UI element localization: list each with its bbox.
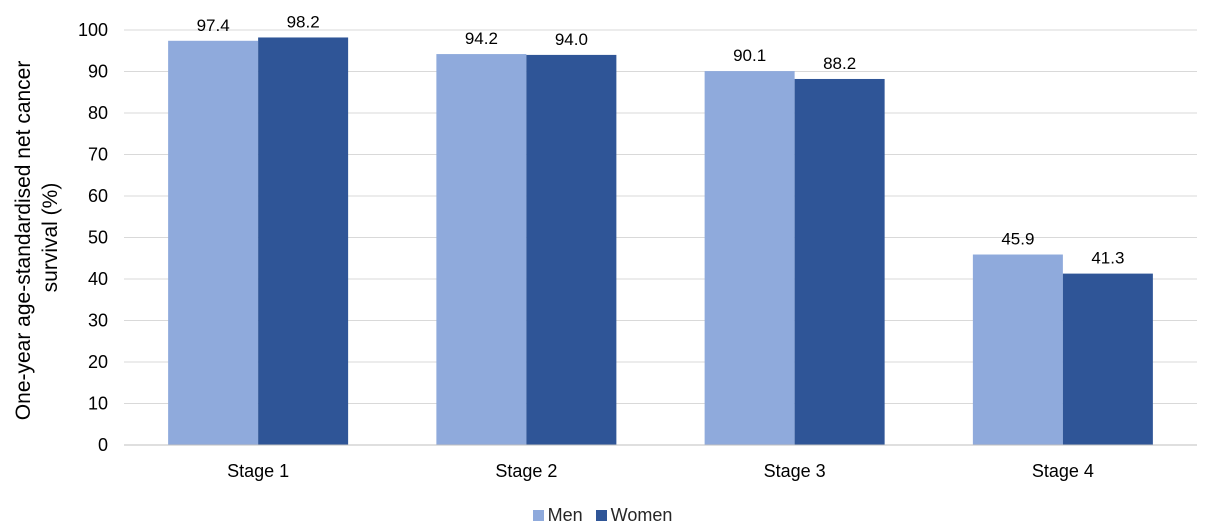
bar-men-2 [436, 54, 527, 445]
bar-women-3 [794, 78, 885, 445]
legend-label-women: Women [610, 505, 673, 525]
data-label: 97.4 [197, 16, 230, 35]
y-axis-ticks: 0 10 20 30 40 50 60 70 80 90 100 [78, 20, 108, 455]
data-label: 90.1 [733, 46, 766, 65]
y-axis-title-line-2: survival (%) [39, 183, 62, 293]
y-tick-label: 90 [88, 62, 108, 82]
x-tick-label: Stage 3 [764, 461, 826, 481]
bar-men-3 [704, 71, 795, 446]
legend-label-men: Men [547, 505, 583, 525]
data-label: 45.9 [1001, 230, 1034, 249]
data-label: 94.0 [555, 30, 588, 49]
bar-men-1 [168, 40, 259, 445]
y-tick-label: 0 [98, 435, 108, 455]
legend-item-women: Women [595, 505, 673, 526]
legend-item-men: Men [532, 505, 583, 526]
y-axis-title: One-year age-standardised net cancer sur… [12, 55, 62, 420]
x-tick-label: Stage 2 [495, 461, 557, 481]
y-tick-label: 30 [88, 311, 108, 331]
x-tick-label: Stage 4 [1032, 461, 1094, 481]
bar-men-4 [972, 254, 1063, 445]
data-label: 41.3 [1091, 249, 1124, 268]
data-labels: 97.4 98.2 94.2 94.0 90.1 88.2 45.9 41.3 [197, 12, 1125, 267]
y-axis-title-line-1: One-year age-standardised net cancer [12, 61, 35, 421]
y-tick-label: 80 [88, 103, 108, 123]
bar-women-1 [258, 37, 349, 445]
legend-swatch-men [532, 510, 544, 521]
y-tick-label: 20 [88, 352, 108, 372]
bar-women-2 [526, 54, 617, 446]
y-tick-label: 50 [88, 228, 108, 248]
y-tick-label: 70 [88, 145, 108, 165]
legend: Men Women [0, 505, 1205, 526]
y-tick-label: 100 [78, 20, 108, 40]
data-label: 94.2 [465, 29, 498, 48]
data-label: 98.2 [287, 12, 320, 31]
x-axis-ticks: Stage 1 Stage 2 Stage 3 Stage 4 [227, 461, 1094, 481]
x-tick-label: Stage 1 [227, 461, 289, 481]
bar-women-4 [1062, 273, 1153, 445]
data-label: 88.2 [823, 54, 856, 73]
y-tick-label: 40 [88, 269, 108, 289]
legend-swatch-women [595, 510, 607, 521]
y-tick-label: 10 [88, 394, 108, 414]
y-tick-label: 60 [88, 186, 108, 206]
bars [168, 37, 1153, 446]
